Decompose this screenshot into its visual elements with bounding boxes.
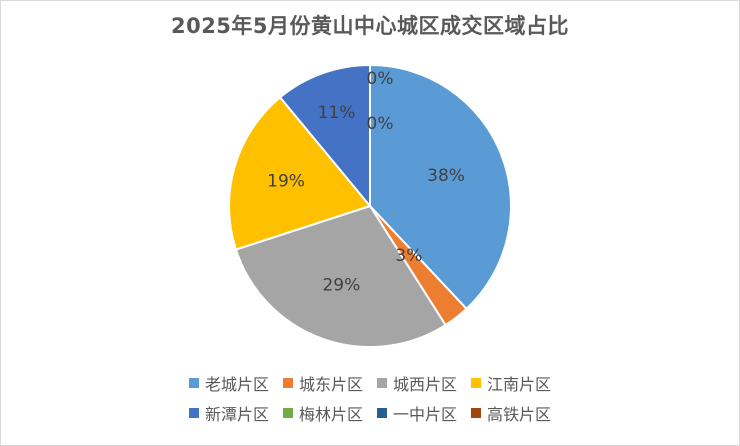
legend-label-2: 城东片区	[298, 375, 363, 394]
legend-label-3: 城西片区	[393, 375, 458, 394]
pie-slice-3	[234, 204, 447, 348]
data-label-2: 3%	[395, 246, 422, 266]
legend-label-4: 江南片区	[487, 375, 552, 394]
data-label-7: 0%	[367, 114, 394, 134]
pie-slice-1	[369, 63, 512, 311]
legend-row-1: 老城片区 城东片区 城西片区 江南片区	[0, 368, 740, 398]
pie-data-labels: 38% 3% 29% 19% 11% 0% 0%	[267, 69, 465, 296]
legend-swatch-5	[188, 408, 199, 418]
data-label-6: 0%	[367, 69, 394, 89]
pie-slice-5	[278, 63, 371, 209]
data-label-4: 19%	[267, 172, 305, 192]
legend-label-8: 高铁片区	[487, 405, 552, 424]
legend-label-7: 一中片区	[393, 405, 458, 424]
chart-legend: 老城片区 城东片区 城西片区 江南片区 新潭片区 梅林片区 一中片区 高铁片区	[0, 368, 740, 428]
legend-item-5: 新潭片区	[188, 401, 269, 425]
pie-slice-4	[228, 95, 372, 251]
legend-item-1: 老城片区	[188, 371, 269, 395]
legend-swatch-3	[377, 378, 387, 388]
legend-swatch-4	[471, 378, 482, 388]
legend-swatch-6	[282, 408, 293, 418]
legend-item-4: 江南片区	[471, 371, 551, 395]
data-label-1: 38%	[427, 166, 465, 186]
legend-swatch-2	[282, 378, 293, 388]
legend-item-3: 城西片区	[377, 371, 457, 395]
legend-swatch-1	[188, 378, 199, 388]
legend-label-5: 新潭片区	[204, 405, 269, 424]
chart-title: 2025年5月份黄山中心城区成交区域占比	[170, 14, 570, 38]
legend-swatch-8	[471, 408, 482, 418]
legend-item-7: 一中片区	[377, 401, 457, 425]
legend-item-2: 城东片区	[282, 371, 363, 395]
legend-swatch-7	[377, 408, 387, 418]
legend-label-1: 老城片区	[204, 375, 269, 394]
legend-item-6: 梅林片区	[282, 401, 363, 425]
legend-row-2: 新潭片区 梅林片区 一中片区 高铁片区	[0, 398, 740, 428]
pie-slices	[228, 63, 512, 348]
legend-label-6: 梅林片区	[298, 405, 363, 424]
legend-item-8: 高铁片区	[471, 401, 551, 425]
data-label-3: 29%	[322, 276, 360, 296]
data-label-5: 11%	[318, 103, 356, 123]
